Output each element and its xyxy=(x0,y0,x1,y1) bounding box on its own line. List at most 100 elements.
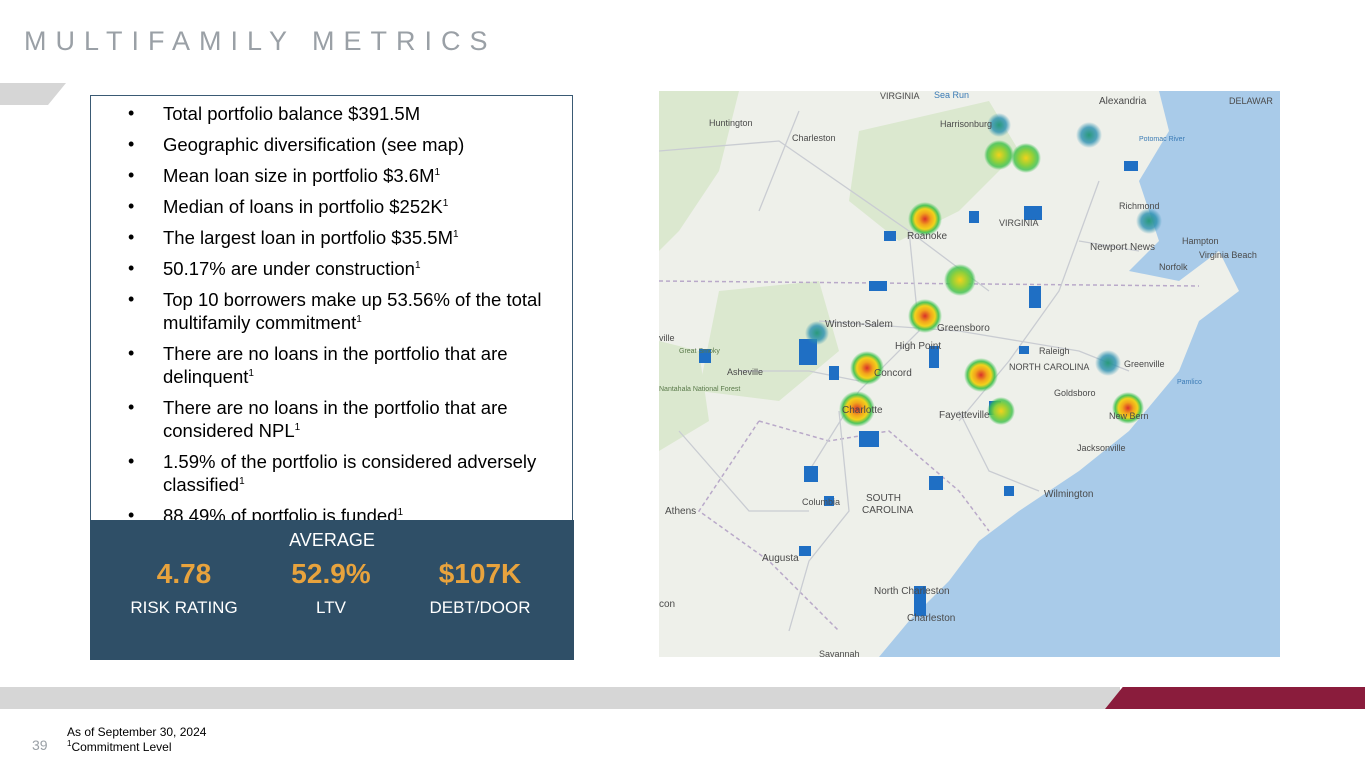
bullet-item: • Top 10 borrowers make up 53.56% of the … xyxy=(91,288,572,334)
map-label: Huntington xyxy=(709,118,753,128)
stat-ltv: 52.9% LTV xyxy=(251,558,411,618)
map-label: SOUTH xyxy=(866,493,901,504)
map-label: Nantahala National Forest xyxy=(659,386,740,393)
stat-value: 4.78 xyxy=(156,558,212,589)
map-label: DELAWAR xyxy=(1229,96,1273,106)
bullet-item: • Geographic diversification (see map) xyxy=(91,133,572,156)
bullet-text: Median of loans in portfolio $252K xyxy=(163,196,443,217)
bullet-text: Mean loan size in portfolio $3.6M xyxy=(163,165,435,186)
bullet-footnote-ref: 1 xyxy=(239,475,245,487)
bullet-text: Total portfolio balance $391.5M xyxy=(163,103,421,124)
map-labels: VIRGINIA Sea Run Alexandria DELAWAR Hunt… xyxy=(659,91,1273,657)
bullet-dot-icon: • xyxy=(128,397,135,417)
map-label: Fayetteville xyxy=(939,410,990,421)
bullet-list: • Total portfolio balance $391.5M • Geograp… xyxy=(91,96,572,527)
map-label: ville xyxy=(659,333,675,343)
footnote: As of September 30, 2024 1Commitment Lev… xyxy=(67,725,206,755)
map-label: Augusta xyxy=(762,553,799,564)
map-label: New Bern xyxy=(1109,411,1149,421)
map-label: Asheville xyxy=(727,367,763,377)
metrics-bullet-panel: • Total portfolio balance $391.5M • Geograp… xyxy=(90,95,573,526)
forest-area xyxy=(659,341,709,451)
map-label: Jacksonville xyxy=(1077,443,1126,453)
bullet-item: • Mean loan size in portfolio $3.6M1 xyxy=(91,164,572,187)
bullet-footnote-ref: 1 xyxy=(356,313,362,325)
map-label: con xyxy=(659,599,675,610)
map-label: Potomac River xyxy=(1139,136,1186,143)
footnote-date: As of September 30, 2024 xyxy=(67,725,207,739)
bullet-footnote-ref: 1 xyxy=(434,166,441,178)
bullet-item: • There are no loans in the portfolio tha… xyxy=(91,342,572,388)
map-label: Wilmington xyxy=(1044,489,1093,500)
stat-risk-rating: 4.78 RISK RATING xyxy=(104,558,264,618)
map-label: Hampton xyxy=(1182,236,1219,246)
state-border xyxy=(758,420,990,532)
map-label: VIRGINIA xyxy=(880,91,920,101)
bullet-footnote-ref: 1 xyxy=(442,197,449,209)
stat-label: DEBT/DOOR xyxy=(429,598,531,617)
bullet-footnote-ref: 1 xyxy=(453,228,459,240)
footer-band xyxy=(0,687,1365,709)
bullet-dot-icon: • xyxy=(128,227,135,247)
bullet-footnote-ref: 1 xyxy=(294,421,301,433)
stat-debt-door: $107K DEBT/DOOR xyxy=(400,558,560,618)
stat-label: LTV xyxy=(316,598,346,617)
map-label: Charleston xyxy=(907,613,955,624)
bullet-text: Geographic diversification (see map) xyxy=(163,134,465,155)
map-label: Richmond xyxy=(1119,201,1160,211)
map-label: Greenville xyxy=(1124,359,1165,369)
average-stats-panel: AVERAGE 4.78 RISK RATING 52.9% LTV $107K… xyxy=(90,520,574,660)
bullet-dot-icon: • xyxy=(128,165,135,185)
bullet-text: Top 10 borrowers make up 53.56% of the t… xyxy=(163,289,542,333)
bullet-item: • Total portfolio balance $391.5M xyxy=(91,102,572,125)
bullet-footnote-ref: 1 xyxy=(414,259,421,271)
bullet-dot-icon: • xyxy=(128,196,135,216)
bullet-dot-icon: • xyxy=(128,343,135,363)
map-label: NORTH CAROLINA xyxy=(1009,362,1089,372)
bullet-dot-icon: • xyxy=(128,103,135,123)
footnote-commitment: 1Commitment Level xyxy=(67,739,172,755)
map-label: Savannah xyxy=(819,649,860,657)
map-label: North Charleston xyxy=(874,586,950,597)
map-label: Charlotte xyxy=(842,405,883,416)
map-label: Virginia Beach xyxy=(1199,250,1257,260)
map-label: VIRGINIA xyxy=(999,218,1039,228)
map-label: Greensboro xyxy=(937,323,990,334)
portfolio-heat-map: VIRGINIA Sea Run Alexandria DELAWAR Hunt… xyxy=(659,91,1280,657)
state-border xyxy=(659,280,1200,287)
bullet-footnote-ref: 1 xyxy=(397,506,404,518)
bullet-item: • 1.59% of the portfolio is considered ad… xyxy=(91,450,572,496)
bullet-dot-icon: • xyxy=(128,289,135,309)
bullet-item: • The largest loan in portfolio $35.5M1 xyxy=(91,226,572,249)
map-label: CAROLINA xyxy=(862,505,913,516)
map-label: Goldsboro xyxy=(1054,388,1096,398)
bullet-item: • There are no loans in the portfolio tha… xyxy=(91,396,572,442)
stat-label: RISK RATING xyxy=(130,598,238,617)
bullet-item: • 50.17% are under construction1 xyxy=(91,257,572,280)
title-accent-tab xyxy=(0,83,66,105)
page-title: MULTIFAMILY METRICS xyxy=(24,26,497,56)
heat-blobs xyxy=(805,113,1162,427)
bullet-text: The largest loan in portfolio $35.5M xyxy=(163,227,454,248)
map-canvas: VIRGINIA Sea Run Alexandria DELAWAR Hunt… xyxy=(659,91,1273,657)
bullet-text: 50.17% are under construction xyxy=(163,258,415,279)
map-label: Great Smoky xyxy=(679,348,720,355)
map-label: Concord xyxy=(874,368,912,379)
bullet-text: There are no loans in the portfolio that… xyxy=(163,397,508,441)
map-label: Athens xyxy=(665,506,696,517)
forest-area xyxy=(849,101,1019,241)
bullet-item: • Median of loans in portfolio $252K1 xyxy=(91,195,572,218)
bullet-dot-icon: • xyxy=(128,505,135,525)
map-label: Columbia xyxy=(802,497,840,507)
average-heading: AVERAGE xyxy=(289,530,375,550)
bullet-text: 1.59% of the portfolio is considered adv… xyxy=(163,451,537,495)
map-label: Harrisonburg xyxy=(940,119,992,129)
map-label: Norfolk xyxy=(1159,262,1188,272)
map-label: Charleston xyxy=(792,133,836,143)
map-label: Pamlico xyxy=(1177,379,1202,386)
land-mass xyxy=(659,91,1239,657)
stat-value: $107K xyxy=(438,558,522,589)
bullet-footnote-ref: 1 xyxy=(248,367,254,379)
stat-value: 52.9% xyxy=(291,558,371,589)
page-number: 39 xyxy=(32,737,48,753)
